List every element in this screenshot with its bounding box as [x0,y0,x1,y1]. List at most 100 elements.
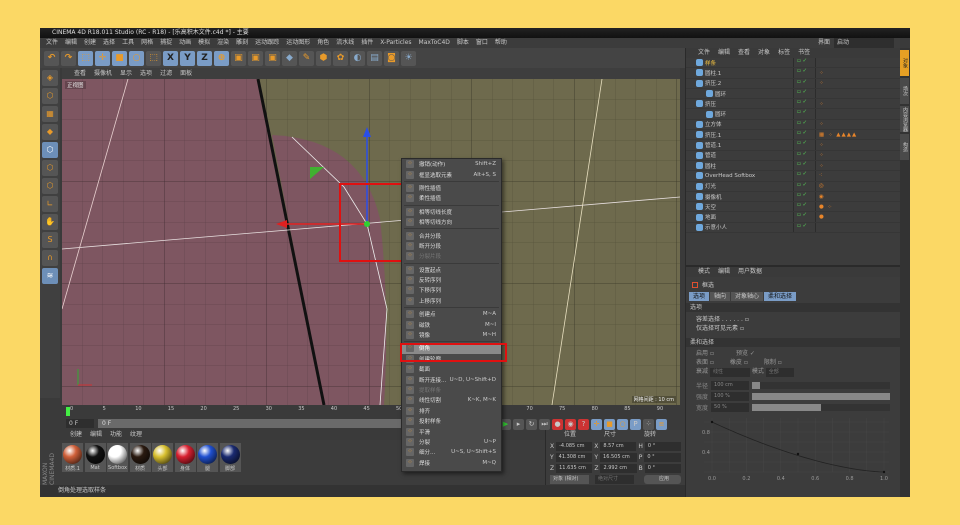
menu-item[interactable]: 选择 [103,39,116,46]
curve-point[interactable] [882,470,886,474]
polygons-mode-icon[interactable]: ⬡ [42,178,58,194]
visibility-toggle[interactable]: ▫ ✓ [794,78,816,88]
menu-item[interactable]: 编辑 [65,39,78,46]
object-row[interactable]: OverHead Softbox ▫ ✓ ⁖ [686,171,900,182]
viewport-menu-item[interactable]: 过滤 [160,70,173,77]
timeline-ruler[interactable]: 051015202530354045505560657075808590 [62,405,680,418]
timeline-icon[interactable]: ≡ [656,419,667,430]
visibility-toggle[interactable]: ▫ ✓ [794,88,816,99]
object-tags[interactable]: ⁘ [819,69,825,76]
object-row[interactable]: 示意小人 ▫ ✓ [686,222,900,234]
curve-point[interactable] [796,452,800,456]
tweak-icon[interactable]: ✋ [42,214,58,230]
object-menu-item[interactable]: 书签 [798,49,811,56]
cube-icon[interactable]: ◆ [282,50,297,66]
viewport-menu-item[interactable]: 选项 [140,70,153,77]
viewport-menu-item[interactable]: 显示 [120,70,133,77]
material-menu-item[interactable]: 编辑 [90,431,103,438]
object-row[interactable]: 立方体 ▫ ✓ ⁘ [686,119,900,131]
camera-icon[interactable]: ◙ [384,50,399,66]
side-tab[interactable]: 构造 [900,134,909,160]
object-menu-item[interactable]: 标签 [778,49,791,56]
context-menu-item[interactable]: ⁘ 分裂片段 [402,251,501,261]
object-tags[interactable]: ● [819,214,825,221]
falloff-curve-graph[interactable]: 0.0 0.2 0.4 0.6 0.8 1.0 0.8 0.4 [694,414,894,484]
object-tags[interactable]: ⁖ [819,172,824,179]
workplane-grid-icon[interactable]: ≋ [42,268,58,284]
visibility-toggle[interactable]: ▫ ✓ [794,58,816,68]
key-param-icon[interactable]: P [630,419,641,430]
viewport[interactable]: 正视图 网格间距 : 10 cm [61,78,681,406]
object-tags[interactable]: ⁘ [819,162,825,169]
coord-field-size[interactable]: 8.57 cm [600,442,637,451]
live-select-icon[interactable]: ⬚ [78,50,93,66]
material-swatch[interactable]: Softbox [107,443,128,472]
context-menu-item[interactable]: ⁘ 焊接 M~Q [402,458,501,468]
size-mode-dropdown[interactable]: 绝对尺寸 [594,475,634,484]
material-swatch[interactable]: 腿 [197,443,218,472]
context-menu-item[interactable]: ⁘ 下移序列 [402,285,501,295]
menu-item[interactable]: 创建 [84,39,97,46]
context-menu-item[interactable]: ⁘ 撤销(动作) Shift+Z [402,159,501,169]
context-menu-item[interactable]: ⁘ 框显选取元素 Alt+S, S [402,169,501,179]
layout-selector[interactable]: 界面 启动 [685,38,900,48]
object-row[interactable]: 管道.1 ▫ ✓ ⁘ [686,140,900,151]
object-row[interactable]: 圆环 ▫ ✓ [686,88,900,100]
visibility-toggle[interactable]: ▫ ✓ [794,171,816,181]
deformer-icon[interactable]: ◐ [350,50,365,66]
object-tags[interactable]: ⁘ [819,142,825,149]
object-menu-item[interactable]: 编辑 [718,49,731,56]
menu-item[interactable]: 工具 [122,39,135,46]
object-row[interactable]: 挤压 ▫ ✓ ⁘ [686,99,900,110]
key-scale-icon[interactable]: ■ [604,419,615,430]
context-menu-item[interactable]: ⁘ 反转序列 [402,275,501,285]
axis-mode-icon[interactable]: ∟ [42,196,58,212]
layout-dropdown[interactable]: 启动 [834,38,894,48]
select-icon[interactable]: ⬚ [146,50,161,66]
slider-bar[interactable] [752,382,890,389]
magnet-icon[interactable]: ∩ [42,250,58,266]
menu-item[interactable]: 窗口 [475,39,488,46]
tolerance-checkbox[interactable]: ▫ [744,316,749,323]
menu-item[interactable]: 网格 [141,39,154,46]
cloner-icon[interactable]: ✿ [333,50,348,66]
context-menu-item[interactable]: ⁘ 线性切割 K~K, M~K [402,395,501,405]
context-menu-item[interactable]: ⁘ 截面 [402,364,501,374]
context-menu-item[interactable]: ⁘ 倒角 [402,343,501,354]
workplane-icon[interactable]: ◆ [42,124,58,140]
context-menu-item[interactable]: ⁘ 柔性插值 [402,193,501,203]
context-menu-item[interactable]: ⁘ 断开分段 [402,241,501,251]
object-row[interactable]: 管道 ▫ ✓ ⁘ [686,150,900,161]
falloff-dropdown[interactable]: 线性 [709,368,750,377]
undo-icon[interactable]: ↶ [44,50,59,66]
scale-icon[interactable]: ■ [112,50,127,66]
object-tags[interactable]: ◉ [819,193,825,200]
menu-item[interactable]: 流水线 [336,39,355,46]
slider-value[interactable]: 100 % [711,392,750,401]
object-row[interactable]: 天空 ▫ ✓ ● ⁘ [686,202,900,213]
object-row[interactable]: 圆柱.1 ▫ ✓ ⁘ [686,68,900,79]
visibility-toggle[interactable]: ▫ ✓ [794,191,816,202]
autokey-icon[interactable]: ◉ [565,419,576,430]
selected-point[interactable] [364,221,370,227]
edges-mode-icon[interactable]: ⬡ [42,160,58,176]
material-menu-item[interactable]: 功能 [110,431,123,438]
menu-item[interactable]: MaxToC4D [418,39,450,46]
viewport-menu-item[interactable]: 查看 [74,70,87,77]
slider-bar[interactable] [752,404,890,411]
visibility-toggle[interactable]: ▫ ✓ [794,99,816,109]
menu-item[interactable]: 运动图形 [286,39,311,46]
menu-item[interactable]: X-Particles [380,39,412,46]
object-tags[interactable]: ⁘ [819,121,825,128]
menu-item[interactable]: 运动跟踪 [255,39,280,46]
menu-item[interactable]: 动画 [179,39,192,46]
side-tab[interactable]: 内容浏览器 [900,106,909,132]
material-swatch[interactable]: 身体 [174,443,196,472]
preview-checkbox[interactable]: ✓ [749,350,755,357]
points-mode-icon[interactable]: ⬡ [42,142,58,158]
context-menu-item[interactable]: ⁘ 刚性插值 [402,183,501,193]
playhead[interactable] [66,407,70,416]
attribute-tab[interactable]: 轴向 [710,292,731,301]
start-frame-field[interactable]: 0 F [66,419,94,428]
coord-field-rot[interactable]: 0 ° [644,442,681,451]
